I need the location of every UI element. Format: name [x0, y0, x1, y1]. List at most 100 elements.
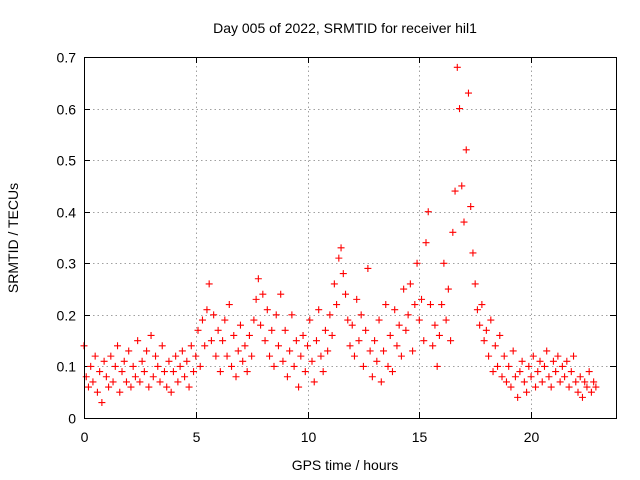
data-point [116, 388, 124, 396]
y-tick-label: 0 [68, 411, 76, 427]
data-point [125, 347, 133, 355]
data-point [167, 388, 175, 396]
data-point [203, 306, 211, 314]
data-point [578, 393, 586, 401]
data-point [355, 337, 363, 345]
data-point [339, 270, 347, 278]
data-point [386, 331, 394, 339]
x-axis-label: GPS time / hours [292, 457, 399, 473]
data-point [147, 331, 155, 339]
data-point [82, 373, 90, 381]
data-point [93, 388, 101, 396]
data-point [371, 337, 379, 345]
data-point [205, 280, 213, 288]
data-point [304, 342, 312, 350]
data-point [404, 311, 412, 319]
data-point [295, 383, 303, 391]
x-tick-label: 20 [524, 429, 540, 445]
data-point [350, 352, 358, 360]
data-point [122, 378, 130, 386]
data-point [471, 280, 479, 288]
data-point [547, 383, 555, 391]
data-point [395, 321, 403, 329]
data-point [239, 357, 247, 365]
data-point [84, 383, 92, 391]
axis-ticks: 0 0.1 0.2 0.3 0.4 0.5 0.6 0.7 0 5 10 15 20 [57, 50, 616, 445]
data-point [192, 352, 200, 360]
data-point [89, 378, 97, 386]
data-point [449, 228, 457, 236]
data-point [418, 295, 426, 303]
data-point [283, 373, 291, 381]
data-point [384, 362, 392, 370]
data-point [353, 295, 361, 303]
data-point [375, 316, 383, 324]
data-points [80, 63, 600, 407]
data-point [214, 326, 222, 334]
data-point [129, 362, 137, 370]
data-point [297, 352, 305, 360]
data-point [96, 368, 104, 376]
data-point [286, 347, 294, 355]
data-point [219, 337, 227, 345]
data-point [576, 373, 584, 381]
data-point [554, 352, 562, 360]
data-point [207, 337, 215, 345]
data-point [102, 373, 110, 381]
plot-frame [84, 57, 617, 419]
data-point [149, 373, 157, 381]
data-point [462, 146, 470, 154]
data-point [511, 373, 519, 381]
data-point [431, 321, 439, 329]
data-point [567, 368, 575, 376]
data-point [118, 368, 126, 376]
data-point [489, 368, 497, 376]
data-point [552, 368, 560, 376]
data-point [364, 264, 372, 272]
data-point [324, 347, 332, 355]
data-point [319, 368, 327, 376]
data-point [581, 378, 589, 386]
data-point [140, 368, 148, 376]
y-tick-label: 0.1 [57, 359, 77, 375]
data-point [185, 383, 193, 391]
data-point [225, 301, 233, 309]
data-point [502, 378, 510, 386]
data-point [245, 331, 253, 339]
data-point [183, 357, 191, 365]
y-tick-label: 0.4 [57, 205, 77, 221]
data-point [590, 378, 598, 386]
data-point [120, 357, 128, 365]
data-point [467, 203, 475, 211]
data-point [447, 337, 455, 345]
data-point [254, 275, 262, 283]
data-point [154, 362, 162, 370]
x-tick-label: 15 [412, 429, 428, 445]
y-axis-label: SRMTID / TECUs [5, 183, 21, 293]
data-point [377, 378, 385, 386]
data-point [301, 368, 309, 376]
data-point [181, 373, 189, 381]
y-tick-label: 0.7 [57, 50, 77, 66]
data-point [279, 357, 287, 365]
data-point [259, 290, 267, 298]
data-point [556, 378, 564, 386]
data-point [330, 280, 338, 288]
data-point [391, 306, 399, 314]
data-point [587, 388, 595, 396]
data-point [201, 342, 209, 350]
data-point [335, 254, 343, 262]
data-point [444, 285, 452, 293]
data-point [464, 89, 472, 97]
data-point [337, 244, 345, 252]
data-point [266, 352, 274, 360]
data-point [312, 337, 320, 345]
data-point [476, 321, 484, 329]
data-point [413, 259, 421, 267]
data-point [187, 342, 195, 350]
data-point [393, 342, 401, 350]
data-point [487, 316, 495, 324]
data-point [317, 352, 325, 360]
data-point [460, 218, 468, 226]
